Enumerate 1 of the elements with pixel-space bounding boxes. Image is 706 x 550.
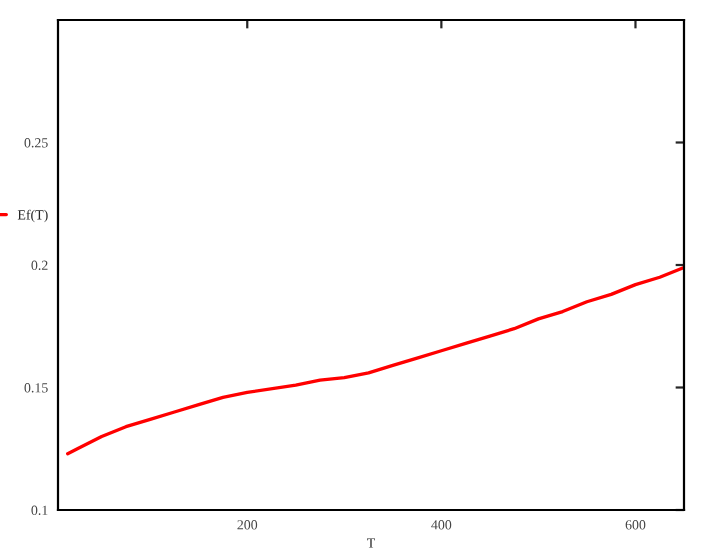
line-series bbox=[66, 265, 684, 456]
